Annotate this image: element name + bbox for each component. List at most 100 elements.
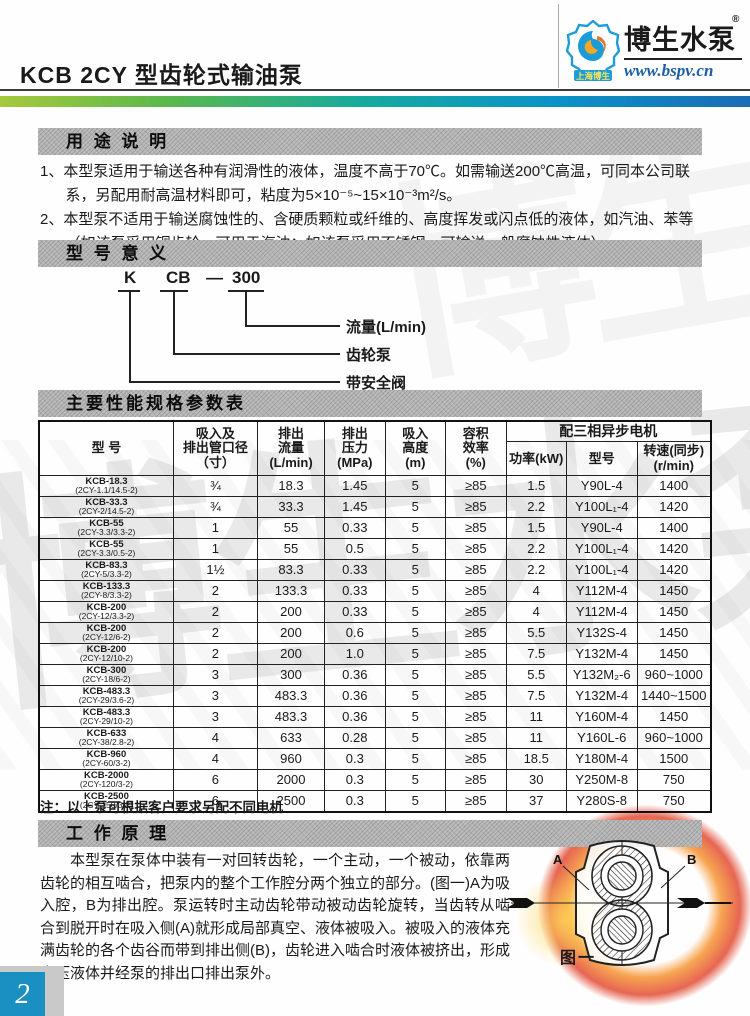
cell-flow: 960 [256,747,326,770]
col-header-power: 功率(kW) [505,441,567,476]
cell-motor: Y132S-4 [565,621,638,644]
model-code-cb: CB [166,268,191,287]
table-row: KCB-300 (2CY-18/6-2) 3 300 0.36 5 ≥85 5.5 Y132M₂… [38,663,712,686]
cell-motor: Y132M-4 [565,642,638,665]
table-row: KCB-200 (2CY-12/10-2) 2 200 1.0 5 ≥85 7.5 Y132M-… [38,642,712,665]
figure-label-b: B [687,852,696,867]
cell-suction: 5 [384,642,447,665]
cell-eff: ≥85 [445,537,507,560]
cell-flow: 200 [256,621,326,644]
cell-power: 4 [505,579,567,602]
cell-power: 7.5 [505,642,567,665]
cell-dn: 3 [172,663,258,686]
cell-model: KCB-200 (2CY-12/10-2) [38,642,174,665]
table-row: KCB-18.3 (2CY-1.1/14.5-2) ¾ 18.3 1.45 5 ≥85 1.5… [38,474,712,497]
cell-eff: ≥85 [445,768,507,791]
cell-dn: 2 [172,579,258,602]
specs-table: 型 号 吸入及 排出管口径 （寸） 排出 流量 (L/min) 排出 压力 (M… [38,420,712,813]
page-number: 2 [0,972,45,1016]
cell-eff: ≥85 [445,789,507,813]
cell-suction: 5 [384,621,447,644]
cell-flow: 200 [256,600,326,623]
cell-pressure: 0.33 [324,558,386,581]
model-code-dash: — [206,268,223,287]
cell-eff: ≥85 [445,726,507,749]
cell-flow: 55 [256,537,326,560]
cell-speed: 1420 [636,495,712,518]
cell-speed: 960~1000 [636,726,712,749]
cell-model: KCB-55 (2CY-3.3/0.5-2) [38,537,174,560]
cell-motor: Y90L-4 [565,474,638,497]
shield-logo-icon: 上海博生 [566,20,620,81]
cell-speed: 1450 [636,621,712,644]
cell-dn: 1½ [172,558,258,581]
cell-power: 18.5 [505,747,567,770]
cell-flow: 483.3 [256,684,326,707]
cell-flow: 2000 [256,768,326,791]
model-code-k: K [124,268,137,287]
cell-eff: ≥85 [445,621,507,644]
principle-text: 本型泵在泵体中装有一对回转齿轮，一个主动，一个被动，依靠两齿轮的相互啮合，把泵内… [40,852,510,982]
cell-model: KCB-633 (2CY-38/2.8-2) [38,726,174,749]
cell-model: KCB-33.3 (2CY-2/14.5-2) [38,495,174,518]
cell-pressure: 0.28 [324,726,386,749]
cell-motor: Y250M-8 [565,768,638,791]
cell-speed: 1400 [636,474,712,497]
cell-speed: 1500 [636,747,712,770]
cell-dn: ¾ [172,474,258,497]
cell-eff: ≥85 [445,600,507,623]
cell-power: 2.2 [505,558,567,581]
cell-model: KCB-55 (2CY-3.3/3.3-2) [38,516,174,539]
cell-model: KCB-2000 (2CY-120/3-2) [38,768,174,791]
cell-power: 1.5 [505,474,567,497]
col-header-flow: 排出 流量 (L/min) [256,420,326,476]
cell-dn: ¾ [172,495,258,518]
diagram-line [129,381,340,383]
cell-dn: 2 [172,600,258,623]
registered-trademark: ® [732,14,740,25]
cell-suction: 5 [384,600,447,623]
cell-eff: ≥85 [445,558,507,581]
cell-pressure: 1.45 [324,495,386,518]
cell-pressure: 0.3 [324,789,386,813]
table-row: KCB-55 (2CY-3.3/0.5-2) 1 55 0.5 5 ≥85 2.2 Y100L₁… [38,537,712,560]
cell-speed: 1400 [636,516,712,539]
table-row: KCB-483.3 (2CY-29/3.6-2) 3 483.3 0.36 5 ≥85 7.5… [38,684,712,707]
cell-flow: 83.3 [256,558,326,581]
cell-dn: 3 [172,705,258,728]
table-row: KCB-83.3 (2CY-5/3.3-2) 1½ 83.3 0.33 5 ≥85 2.2 Y1… [38,558,712,581]
cell-eff: ≥85 [445,474,507,497]
cell-motor: Y112M-4 [565,579,638,602]
cell-power: 5.5 [505,663,567,686]
cell-pressure: 0.36 [324,684,386,707]
cell-pressure: 0.36 [324,705,386,728]
cell-pressure: 0.3 [324,747,386,770]
cell-suction: 5 [384,768,447,791]
cell-model: KCB-18.3 (2CY-1.1/14.5-2) [38,474,174,497]
table-row: KCB-2500 (2CY-150/3-2) 6 2500 0.3 5 ≥85 37 Y280S… [38,789,712,813]
cell-motor: Y100L₁-4 [565,495,638,518]
cell-model: KCB-2500 (2CY-150/3-2) [38,789,174,813]
specs-note: 注：以上泵可根据客户要求另配不同电机 [40,800,283,815]
cell-motor: Y180M-4 [565,747,638,770]
cell-dn: 4 [172,747,258,770]
specs-table-body: KCB-18.3 (2CY-1.1/14.5-2) ¾ 18.3 1.45 5 ≥85 1.5… [38,474,712,813]
section-title-specs: 主要性能规格参数表 [38,390,702,417]
cell-motor: Y100L₁-4 [565,537,638,560]
header-rule [0,89,750,91]
model-meaning-diagram: K CB — 300 流量(L/min) 齿轮泵 带安全阀 [38,268,702,392]
cell-suction: 5 [384,726,447,749]
cell-speed: 1440~1500 [636,684,712,707]
cell-power: 11 [505,705,567,728]
table-row: KCB-33.3 (2CY-2/14.5-2) ¾ 33.3 1.45 5 ≥85 2.2 Y1… [38,495,712,518]
cell-model: KCB-483.3 (2CY-29/10-2) [38,705,174,728]
table-row: KCB-483.3 (2CY-29/10-2) 3 483.3 0.36 5 ≥85 11 Y1… [38,705,712,728]
diagram-line [173,353,340,355]
cell-pressure: 0.6 [324,621,386,644]
cell-pressure: 1.0 [324,642,386,665]
cell-motor: Y90L-4 [565,516,638,539]
diagram-line [245,290,247,326]
cell-speed: 1450 [636,705,712,728]
cell-eff: ≥85 [445,684,507,707]
